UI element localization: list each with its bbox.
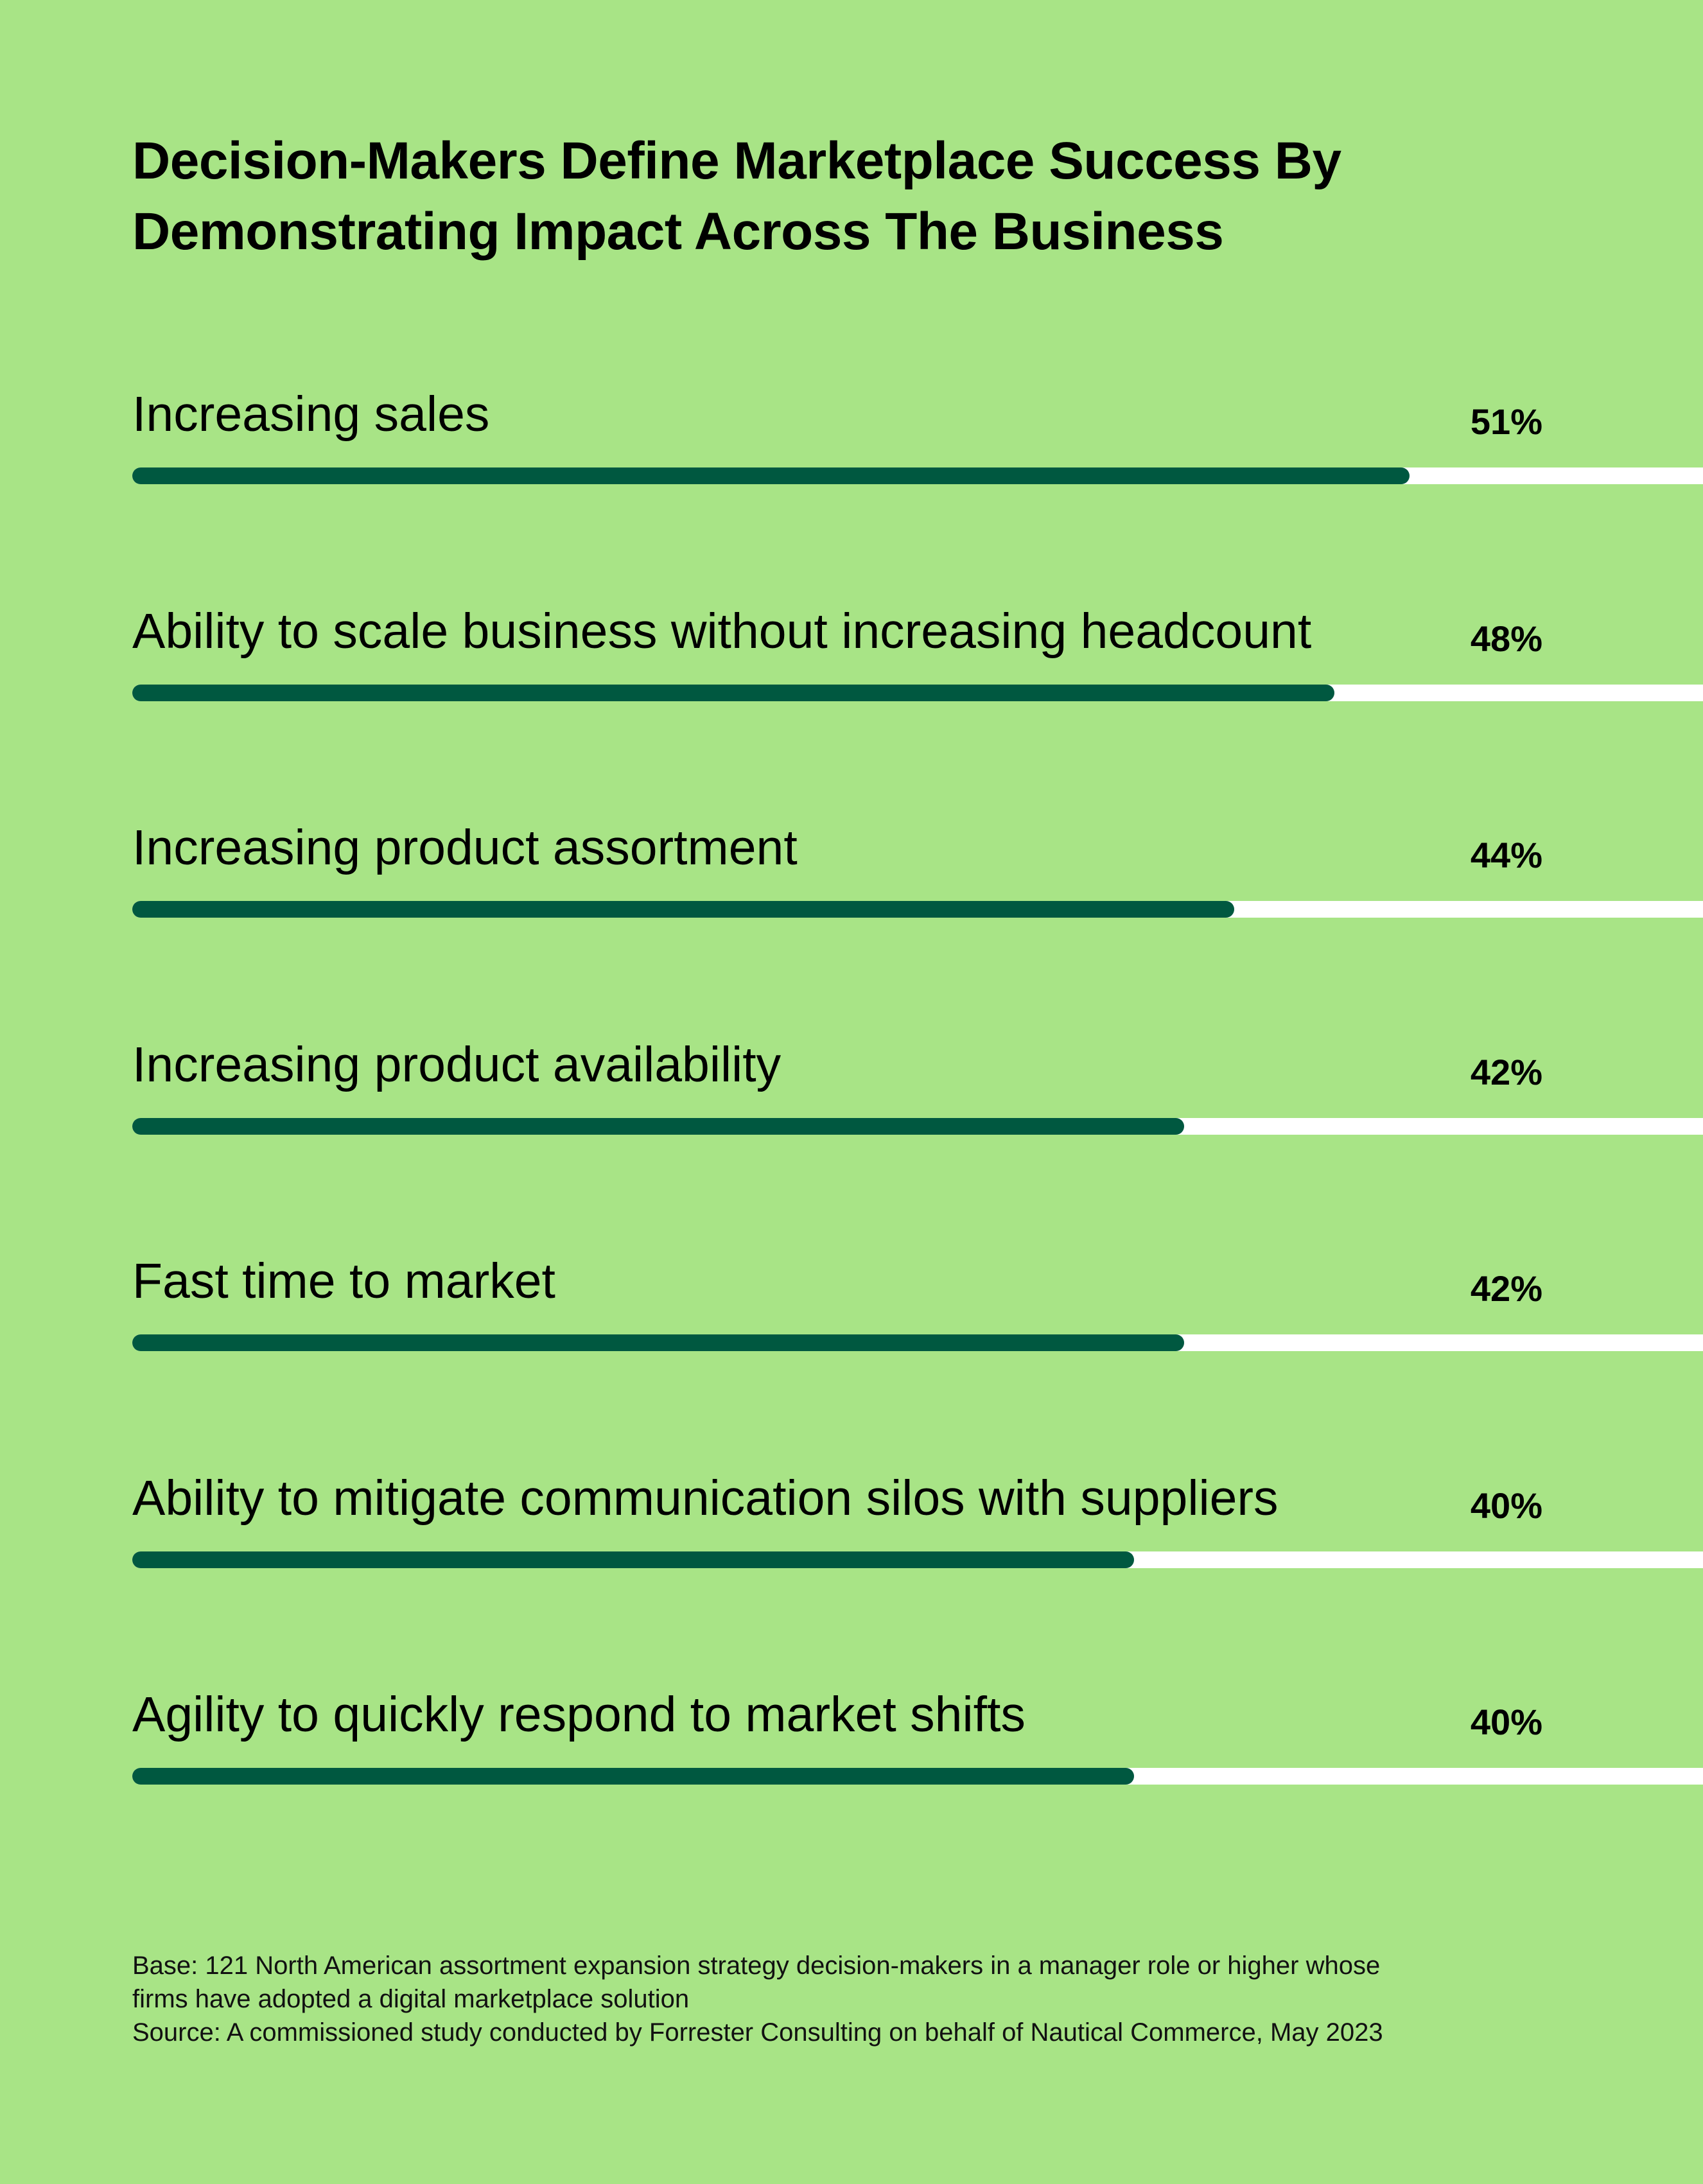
bar [132, 684, 1334, 701]
bar-label: Increasing sales [132, 387, 490, 442]
bar-label: Ability to scale business without increa… [132, 603, 1312, 659]
footnote: Base: 121 North American assortment expa… [132, 1949, 1609, 2049]
bar-label: Fast time to market [132, 1254, 555, 1309]
bar-row: Increasing product assortment 44% [0, 819, 1703, 934]
bar-track [132, 901, 1703, 918]
bar-value-label: 40% [1470, 1702, 1542, 1742]
footnote-base-line-2: firms have adopted a digital marketplace… [132, 1985, 690, 2013]
bar [132, 1117, 1184, 1135]
bar-row: Ability to scale business without increa… [0, 602, 1703, 718]
chart-title-line-1: Decision-Makers Define Marketplace Succe… [132, 132, 1341, 190]
bar-label: Agility to quickly respond to market shi… [132, 1687, 1026, 1742]
bar-label: Increasing product assortment [132, 820, 798, 875]
footnote-base-line-1: Base: 121 North American assortment expa… [132, 1952, 1381, 1980]
bar-track [132, 1334, 1703, 1351]
footnote-source: Source: A commissioned study conducted b… [132, 2018, 1383, 2047]
bar [132, 467, 1410, 484]
bar-track [132, 1117, 1703, 1135]
bar-value-label: 40% [1470, 1485, 1542, 1526]
bar-value-label: 51% [1470, 401, 1542, 442]
bar-track [132, 467, 1703, 484]
bar-track [132, 1768, 1703, 1785]
chart-title-line-2: Demonstrating Impact Across The Business [132, 202, 1224, 261]
bar [132, 901, 1234, 918]
bar-track [132, 684, 1703, 701]
bar [132, 1334, 1184, 1351]
bar-row: Agility to quickly respond to market shi… [0, 1686, 1703, 1801]
bar [132, 1768, 1134, 1785]
bar-value-label: 42% [1470, 1268, 1542, 1309]
bar-row: Increasing product availability 42% [0, 1036, 1703, 1151]
bar-value-label: 44% [1470, 835, 1542, 875]
bar-row: Fast time to market 42% [0, 1252, 1703, 1368]
bar-value-label: 48% [1470, 618, 1542, 659]
chart-title: Decision-Makers Define Marketplace Succe… [132, 126, 1609, 267]
bar-row: Increasing sales 51% [0, 385, 1703, 501]
bar-label: Increasing product availability [132, 1036, 782, 1092]
bar-value-label: 42% [1470, 1051, 1542, 1092]
bar-track [132, 1551, 1703, 1568]
bar [132, 1551, 1134, 1568]
bar-row: Ability to mitigate communication silos … [0, 1469, 1703, 1585]
bar-label: Ability to mitigate communication silos … [132, 1470, 1279, 1526]
